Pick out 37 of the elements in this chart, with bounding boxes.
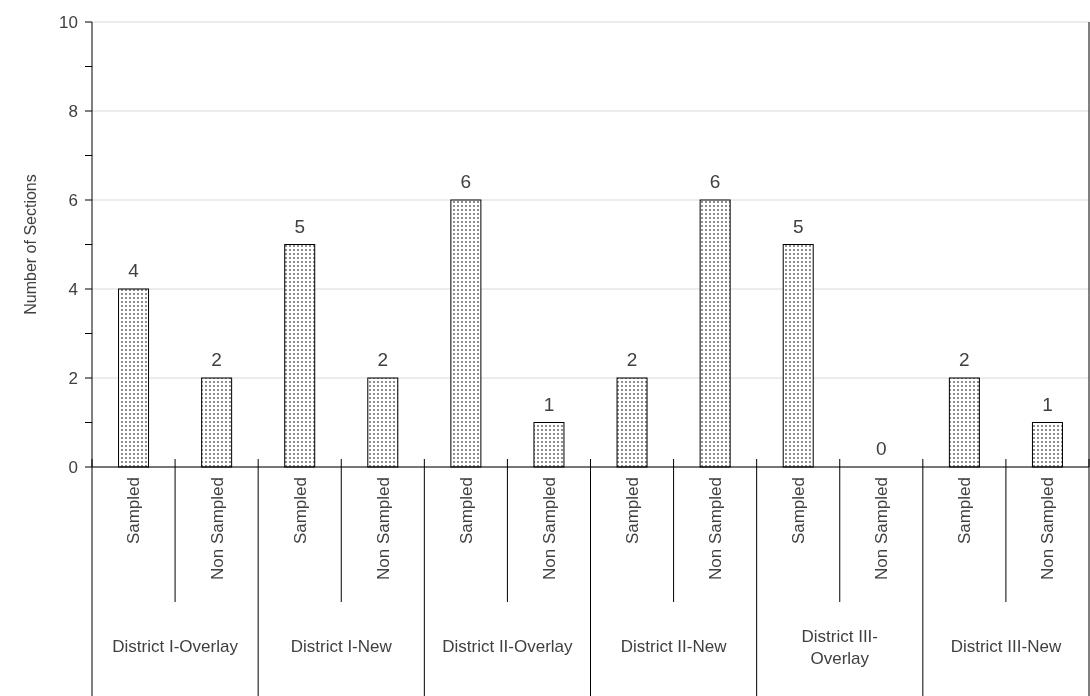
x-tick-label: Non Sampled — [207, 477, 227, 581]
x-tick-label: Sampled — [124, 477, 144, 545]
y-axis-title: Number of Sections — [22, 174, 39, 315]
data-label: 2 — [211, 349, 222, 370]
x-tick-label: Non Sampled — [539, 477, 559, 581]
x-tick-label: Non Sampled — [706, 477, 726, 581]
data-label: 4 — [128, 260, 140, 281]
x-tick-label: Sampled — [290, 477, 310, 545]
data-label: 6 — [460, 171, 472, 192]
text: District II-Overlay — [442, 637, 574, 656]
text: District I-New — [290, 637, 393, 656]
data-label: 6 — [709, 171, 721, 192]
text: District II-New — [620, 637, 728, 656]
data-label: 5 — [792, 215, 804, 237]
y-tick-label: 0 — [68, 457, 78, 477]
data-label: 0 — [876, 438, 887, 459]
x-tick-label: Non Sampled — [1038, 477, 1058, 581]
data-label: 1 — [543, 393, 555, 415]
data-label: 2 — [377, 349, 389, 370]
x-tick-label: Sampled — [456, 477, 476, 545]
x-tick-label: Sampled — [955, 477, 975, 545]
text: District III-New — [950, 637, 1062, 656]
y-tick-label: 10 — [59, 12, 78, 32]
text: District I-Overlay — [112, 637, 239, 656]
y-tick-label: 6 — [68, 190, 78, 210]
x-tick-label: Sampled — [789, 477, 809, 545]
x-tick-label: Sampled — [622, 477, 642, 545]
x-tick-label: Non Sampled — [872, 477, 892, 581]
data-label: 2 — [626, 349, 638, 370]
y-tick-label: 8 — [68, 101, 78, 121]
text: District III-Overlay — [801, 627, 878, 668]
y-tick-label: 4 — [68, 279, 78, 299]
data-label: 2 — [959, 349, 970, 370]
data-label: 1 — [1042, 393, 1053, 415]
x-tick-label: Non Sampled — [373, 477, 393, 581]
y-tick-label: 2 — [68, 368, 78, 388]
data-label: 5 — [294, 215, 305, 237]
